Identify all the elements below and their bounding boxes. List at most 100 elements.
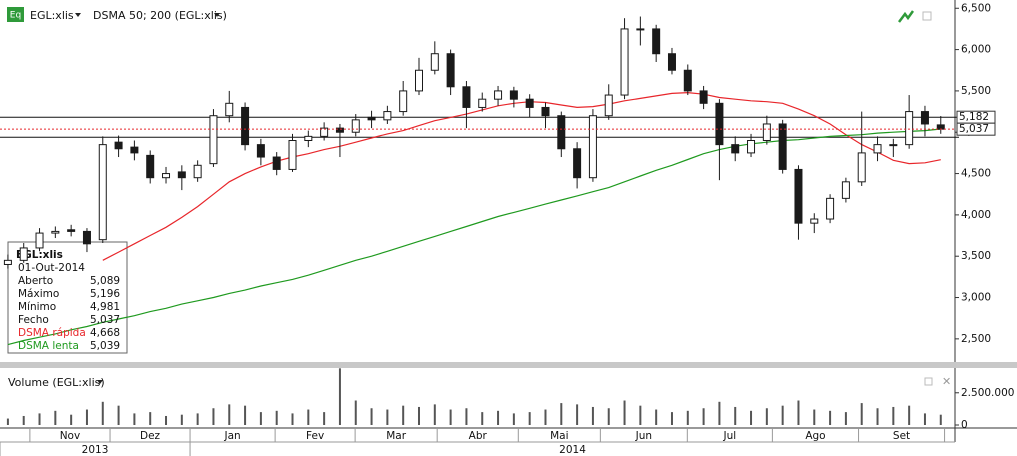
indicator-label[interactable]: DSMA 50; 200 (EGL:xlis) [93,9,227,22]
x-tick-label: Fev [306,430,324,442]
x-tick-label: Abr [469,430,488,442]
volume-bar [196,413,199,425]
price-tag [956,122,996,136]
volume-bar [560,403,563,425]
volume-bar [623,400,626,425]
y-tick-label: 2.500.000 [961,387,1014,399]
info-row-name: Mínimo [18,301,56,313]
candle-body [51,230,60,234]
volume-bar [576,404,579,425]
volume-bar [212,408,215,425]
info-row-value: 5,196 [90,288,120,300]
dropdown-arrow[interactable] [97,380,103,384]
volume-bar [6,418,9,425]
candle-body [383,111,392,121]
candle-body [241,106,250,146]
candle-body [114,141,123,150]
volume-bar [465,408,468,425]
candle-body [193,164,202,179]
candle-body [652,28,661,55]
window-icon[interactable] [922,11,932,21]
x-tick-label: Mai [550,430,568,442]
x-tick-label: Ago [805,430,825,442]
volume-bar [449,409,452,425]
volume-bar [591,406,594,425]
info-row-value: 4,668 [90,327,120,339]
candle-body [683,69,692,92]
year-label: 2014 [559,444,586,456]
volume-bar [417,406,420,425]
x-tick-label: Mar [386,430,406,442]
candle-body [715,102,724,146]
volume-bar [939,414,942,425]
candle-body [414,69,423,92]
y-tick-label: 3,000 [961,292,991,304]
candle-body [826,197,835,220]
candle-body [209,115,218,165]
volume-bar [133,413,136,425]
dropdown-arrow[interactable] [75,13,81,17]
volume-bar [908,405,911,425]
volume-label[interactable]: Volume (EGL:xlis) [8,376,105,389]
volume-bar [734,406,737,425]
x-tick-label: Jan [223,430,240,442]
volume-bar [433,404,436,425]
volume-bar [481,412,484,425]
info-row-name: Fecho [18,314,49,326]
volume-bar [797,400,800,425]
volume-bar [765,408,768,425]
volume-bar [512,413,515,425]
volume-bar [860,403,863,425]
candle-body [19,247,28,261]
dropdown-arrow[interactable] [214,13,220,17]
candle-body [446,53,455,88]
year-label: 2013 [82,444,109,456]
info-date: 01-Out-2014 [18,262,85,274]
info-box [7,241,128,354]
candle-body [67,229,76,232]
close-icon[interactable]: ✕ [942,375,951,388]
ticker-label[interactable]: EGL:xlis [30,9,74,22]
candle-body [351,119,360,133]
y-tick-label: 6,500 [961,2,991,14]
volume-bar [85,409,88,425]
candle-body [573,148,582,179]
volume-bar [38,413,41,425]
volume-bar [829,410,832,425]
candle-body [225,102,234,117]
volume-bar [639,405,642,425]
y-tick-label: 5,500 [961,85,991,97]
candle-body [731,144,740,154]
candle-body [288,140,297,170]
panel-separator [0,362,1017,368]
volume-bar [101,401,104,425]
volume-bar [386,409,389,425]
candle-body [525,98,534,108]
eq-icon-text: Eq [10,11,21,21]
candle-body [747,140,756,154]
candle-body [794,168,803,224]
candle-body [256,144,265,158]
candle-body [177,171,186,179]
candle-body [541,106,550,117]
candle-body [509,90,518,100]
volume-bar [750,410,753,425]
candle-body [35,232,44,249]
window-icon[interactable] [924,377,933,386]
volume-bar [923,413,926,425]
volume-bar [402,405,405,425]
x-tick-label: Nov [60,430,81,442]
candle-body [699,90,708,104]
volume-bar [149,412,152,425]
info-row-name: Máximo [18,288,59,300]
volume-bar [844,412,847,425]
info-title: EGL:xlis [16,249,63,261]
eq-icon[interactable] [7,7,24,22]
trend-icon[interactable] [898,10,915,23]
price-tag-label: 5,037 [959,123,989,135]
volume-bar [259,412,262,425]
volume-bar [165,415,168,425]
info-row-value: 5,089 [90,275,120,287]
y-tick-label: 4,000 [961,209,991,221]
